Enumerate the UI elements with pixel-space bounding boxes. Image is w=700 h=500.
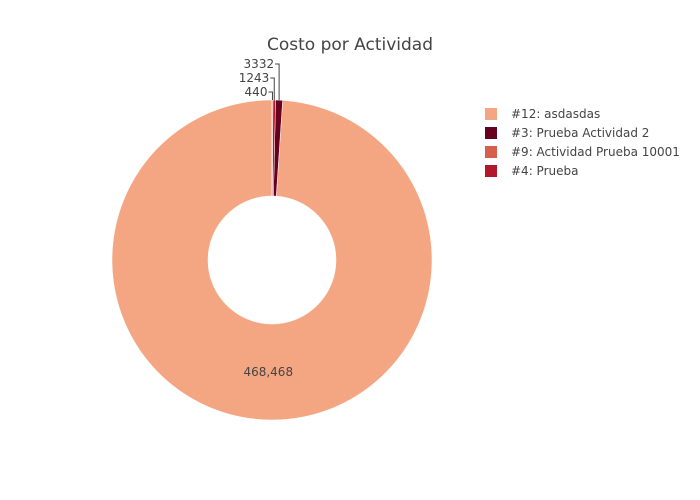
legend-swatch — [485, 127, 497, 139]
legend-item-3[interactable]: #4: Prueba — [485, 164, 578, 178]
slice-label-0: 468,468 — [243, 365, 293, 379]
legend-swatch — [485, 108, 497, 120]
legend-label: #9: Actividad Prueba 10001 — [511, 145, 680, 159]
leader-line-3 — [270, 77, 275, 101]
legend-item-2[interactable]: #9: Actividad Prueba 10001 — [485, 145, 680, 159]
chart-title: Costo por Actividad — [267, 35, 433, 55]
leader-line-2 — [268, 91, 273, 101]
slice-0[interactable] — [111, 99, 433, 421]
legend-label: #4: Prueba — [511, 164, 578, 178]
legend-swatch — [485, 146, 497, 158]
legend-item-0[interactable]: #12: asdasdas — [485, 107, 600, 121]
slice-label-1: 3332 — [244, 57, 275, 71]
legend-label: #3: Prueba Actividad 2 — [511, 126, 649, 140]
slice-label-2: 440 — [245, 85, 268, 99]
donut-slices — [111, 99, 433, 421]
legend-label: #12: asdasdas — [511, 107, 600, 121]
legend[interactable]: #12: asdasdas #3: Prueba Actividad 2 #9: A… — [485, 107, 680, 178]
slice-label-3: 1243 — [239, 71, 270, 85]
leader-line-1 — [275, 63, 280, 101]
legend-item-1[interactable]: #3: Prueba Actividad 2 — [485, 126, 649, 140]
legend-swatch — [485, 165, 497, 177]
